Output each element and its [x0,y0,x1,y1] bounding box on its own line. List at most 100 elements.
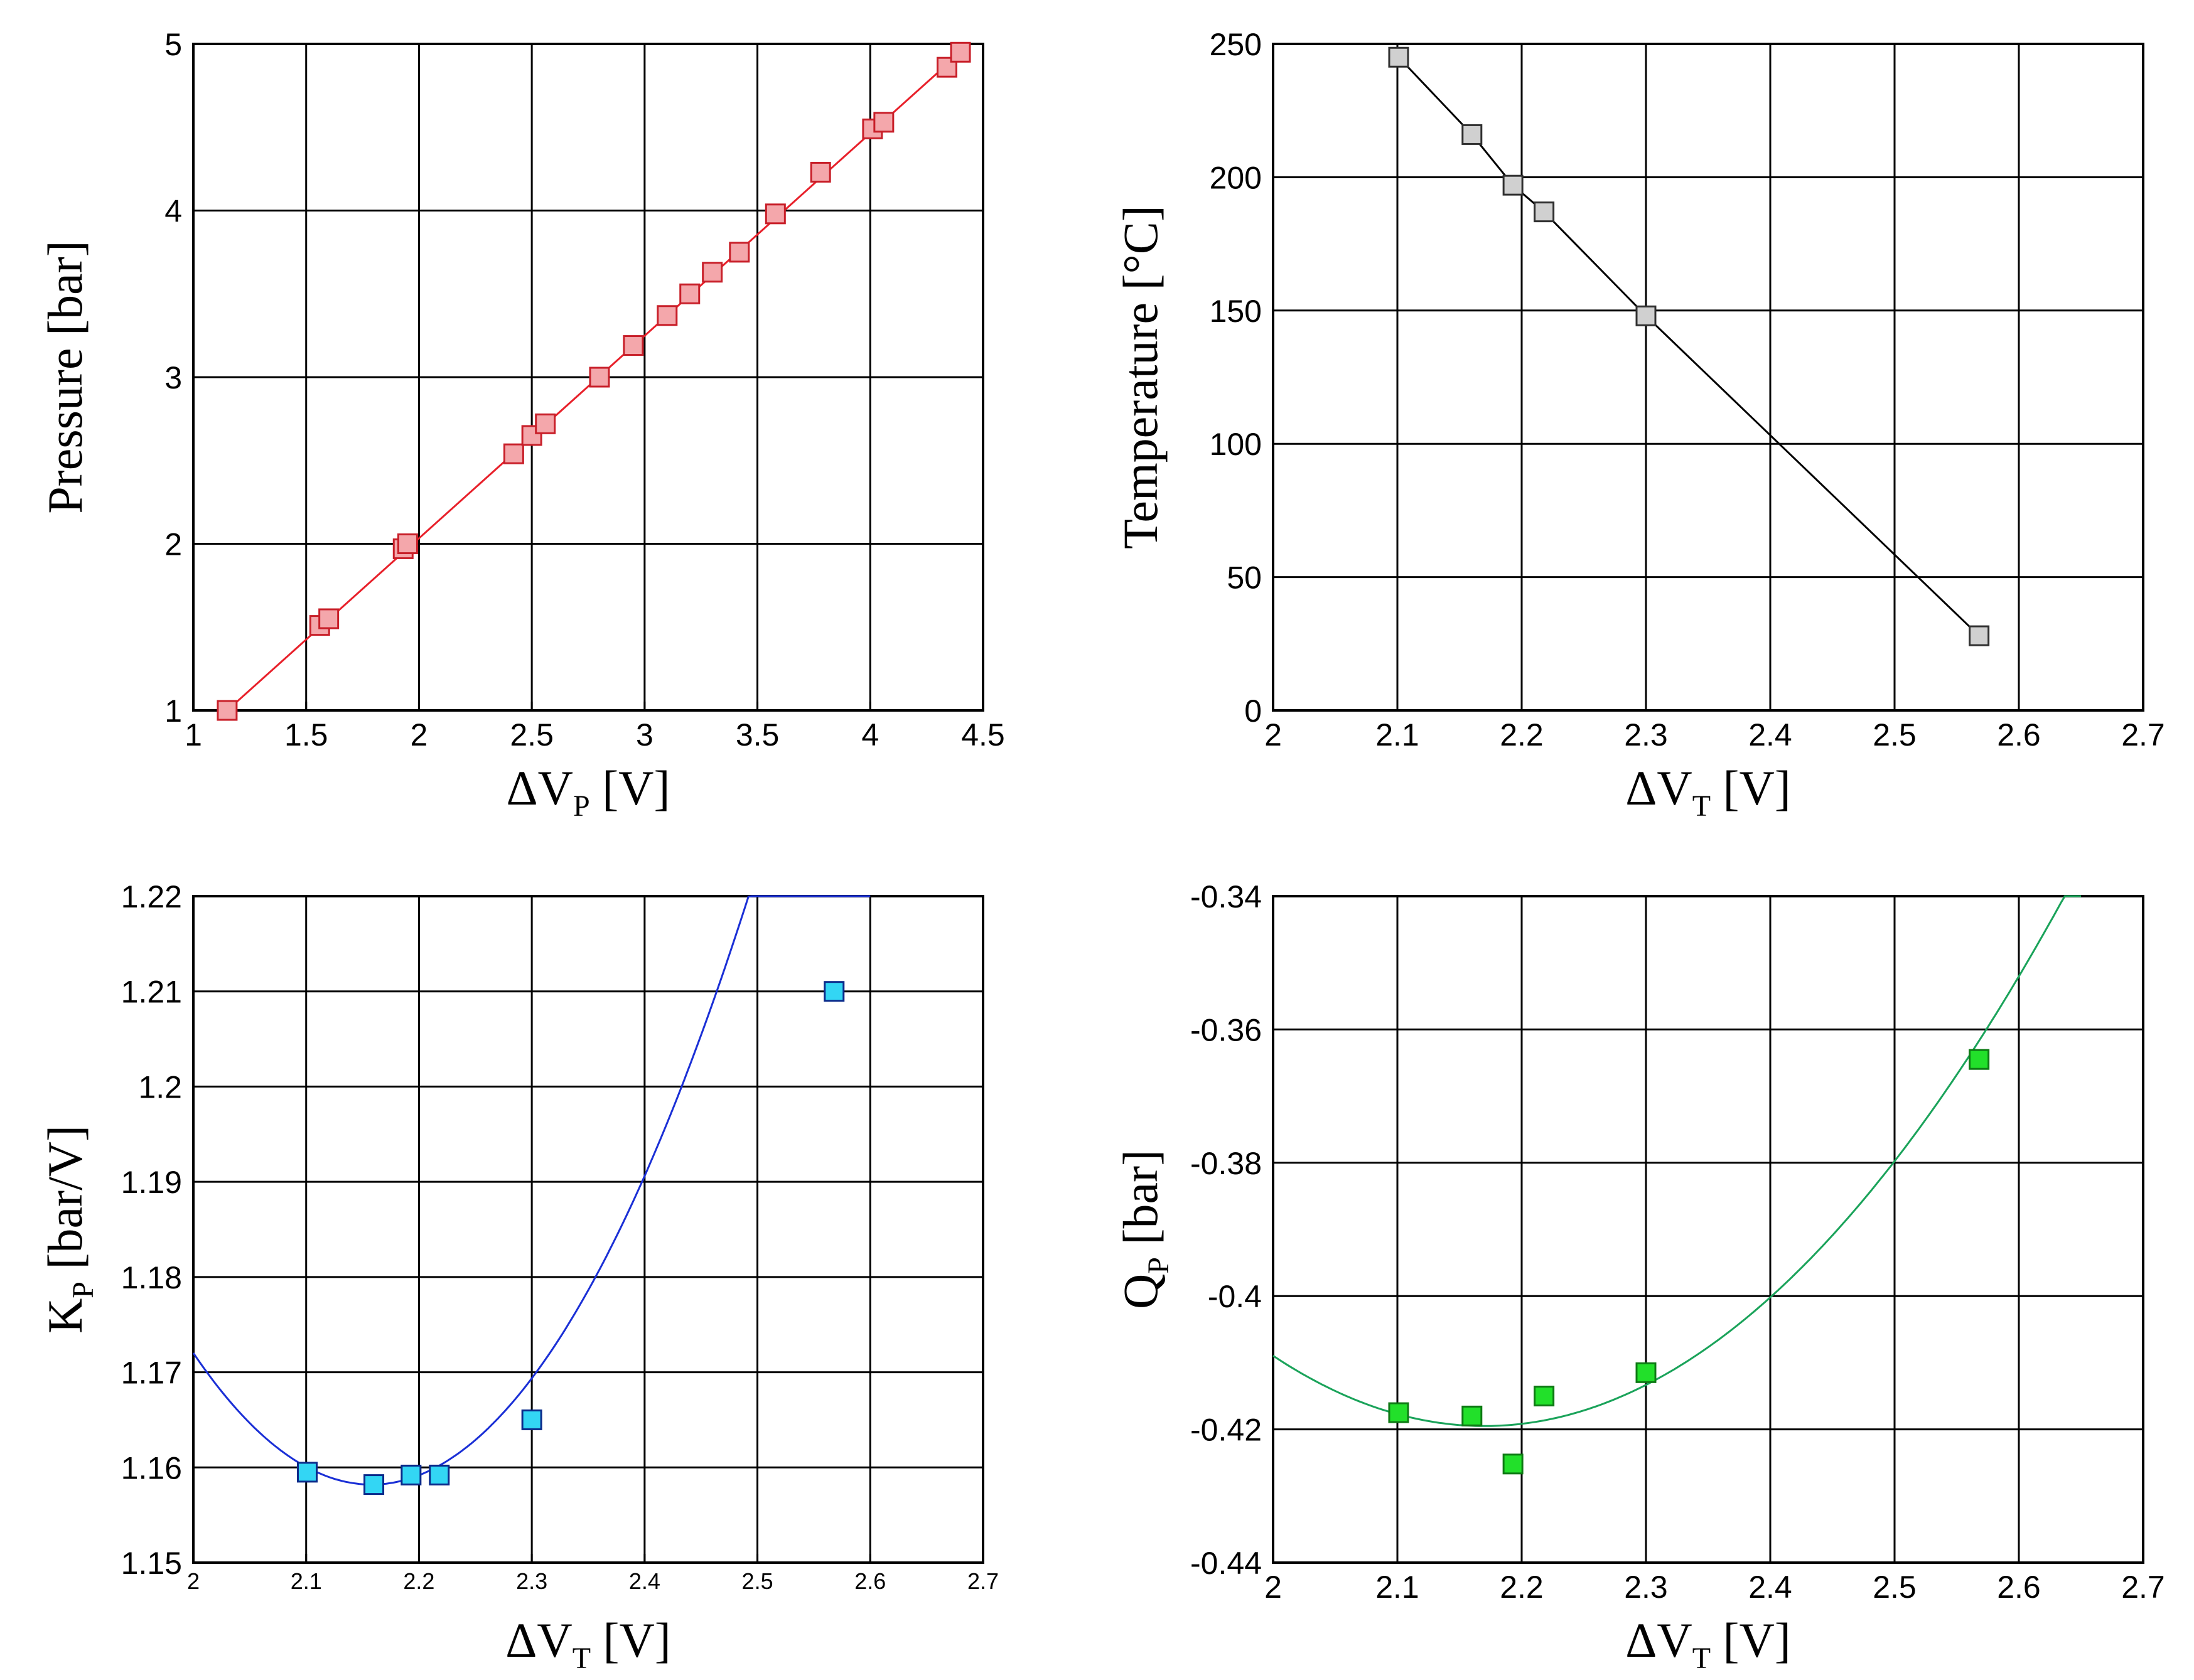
x-axis-label-sub: T [573,1642,591,1675]
data-point [657,305,678,326]
y-axis-label-sub: P [1142,1257,1175,1274]
data-point [521,425,542,446]
data-point [1534,1386,1555,1406]
y-tick-label: 1.22 [121,879,182,914]
data-point [729,242,750,263]
y-tick-label: 150 [1210,294,1262,329]
y-tick-label: -0.36 [1190,1012,1262,1047]
y-tick-label: 1.18 [121,1260,182,1295]
temperature-chart: 2 2.1 2.2 2.3 2.4 2.5 2.6 2.7050100150200250ΔVT… [1113,27,2165,823]
y-tick-label: 1.19 [121,1165,182,1200]
y-tick-label: 1 [164,693,182,729]
fit-curve [1272,895,2081,1427]
pressure-chart: 1 1.5 2 2.5 3 3.5 4 4.5 1 2 3 4 5 ΔVP [V] Pressure [ba… [38,27,1005,823]
x-tick-label: 2.4 [1748,717,1792,752]
x-tick-label: 2.2 [1500,1570,1544,1605]
data-point [1461,124,1483,145]
y-tick-label: -0.38 [1190,1146,1262,1181]
kp-chart: 2 2.1 2.2 2.3 2.4 2.5 2.6 2.7 1.15 1.16 1.17 1.18 1.… [38,879,999,1675]
data-point [1502,174,1524,196]
x-tick-label: 2.3 [1624,1570,1668,1605]
y-tick-label: -0.4 [1208,1279,1262,1314]
y-tick-label: -0.44 [1190,1546,1262,1581]
y-tick-label: 1.16 [121,1450,182,1485]
x-tick-label: 2.3 [1624,717,1668,752]
y-tick-label: 3 [164,360,182,395]
y-tick-label: 50 [1227,560,1262,596]
data-point [1388,46,1409,68]
y-axis-label: Pressure [bar] [38,240,92,513]
y-tick-label: 4 [164,194,182,229]
x-tick-label: 2.4 [629,1568,660,1594]
data-point [589,366,610,388]
x-tick-label: 2.5 [510,717,554,752]
x-tick-label: 2.2 [1500,717,1544,752]
y-tick-label: 2 [164,527,182,562]
y-axis-label: KP [bar/V] [38,1125,100,1334]
data-point [1635,305,1657,326]
x-tick-label: 2.6 [1997,1570,2041,1605]
x-axis-label-sub: T [1692,1642,1711,1675]
x-tick-label: 1.5 [284,717,328,752]
series-line [1397,56,1980,637]
y-axis-label: QP [bar] [1113,1150,1175,1309]
y-tick-label: 1.2 [138,1069,182,1105]
data-point [679,283,701,304]
x-tick-label: 2.5 [1873,717,1917,752]
y-tick-label: 100 [1210,427,1262,462]
y-tick-label: 5 [164,27,182,62]
y-tick-label: 250 [1210,27,1262,62]
y-axis-label-main: Pressure [bar] [38,240,92,513]
plot-frame [192,895,984,1564]
x-tick-label: 2.1 [291,1568,322,1594]
x-tick-label: 2.5 [1873,1570,1917,1605]
plot-frame [192,43,984,712]
data-point [810,161,831,183]
y-axis-label-unit: [bar/V] [38,1125,92,1281]
data-point [824,981,845,1002]
data-point [1969,625,1990,646]
x-axis-label: ΔVP [V] [507,761,670,823]
data-point [521,1409,542,1430]
data-point [873,112,895,133]
x-axis-label-main: ΔV [1625,1613,1692,1667]
data-point [1969,1049,1990,1070]
x-tick-label: 2 [1264,1570,1282,1605]
data-point [1461,1405,1483,1426]
y-axis-label-unit: [bar] [1113,1150,1168,1257]
x-tick-label: 4 [861,717,879,752]
y-tick-label: 1.21 [121,975,182,1010]
data-point [318,608,340,629]
data-point [623,335,644,356]
y-axis-label-main: K [38,1298,92,1334]
plot-frame [1272,43,2144,712]
data-point [535,413,556,434]
data-point [217,700,238,721]
x-axis-label: ΔVT [V] [1625,1613,1791,1675]
data-point [1534,201,1555,223]
x-axis-label-unit: [V] [1711,761,1791,815]
x-axis-label-unit: [V] [590,761,670,815]
qp-chart: 2 2.1 2.2 2.3 2.4 2.5 2.6 2.7 -0.44 -0.42 -0.4 -0.3… [1113,879,2165,1675]
x-axis-label-sub: P [573,789,590,823]
data-point [1502,1453,1524,1475]
y-tick-label: -0.42 [1190,1413,1262,1448]
data-point [503,443,524,464]
x-tick-label: 4.5 [961,717,1005,752]
x-axis-label-main: ΔV [1625,761,1692,815]
y-axis-label-main: Temperature [°C] [1113,205,1168,549]
x-tick-label: 2 [187,1568,200,1594]
data-point [397,533,418,554]
y-tick-label: -0.34 [1190,879,1262,914]
data-point [1388,1402,1409,1423]
data-point [363,1474,385,1495]
x-tick-label: 2.7 [2121,717,2165,752]
data-point [950,41,971,63]
y-axis-label: Temperature [°C] [1113,205,1168,549]
x-tick-label: 3.5 [736,717,780,752]
x-tick-label: 3 [636,717,653,752]
y-axis-label-sub: P [67,1281,100,1298]
x-tick-label: 2.1 [1375,717,1419,752]
y-axis-label-main: Q [1113,1274,1168,1309]
